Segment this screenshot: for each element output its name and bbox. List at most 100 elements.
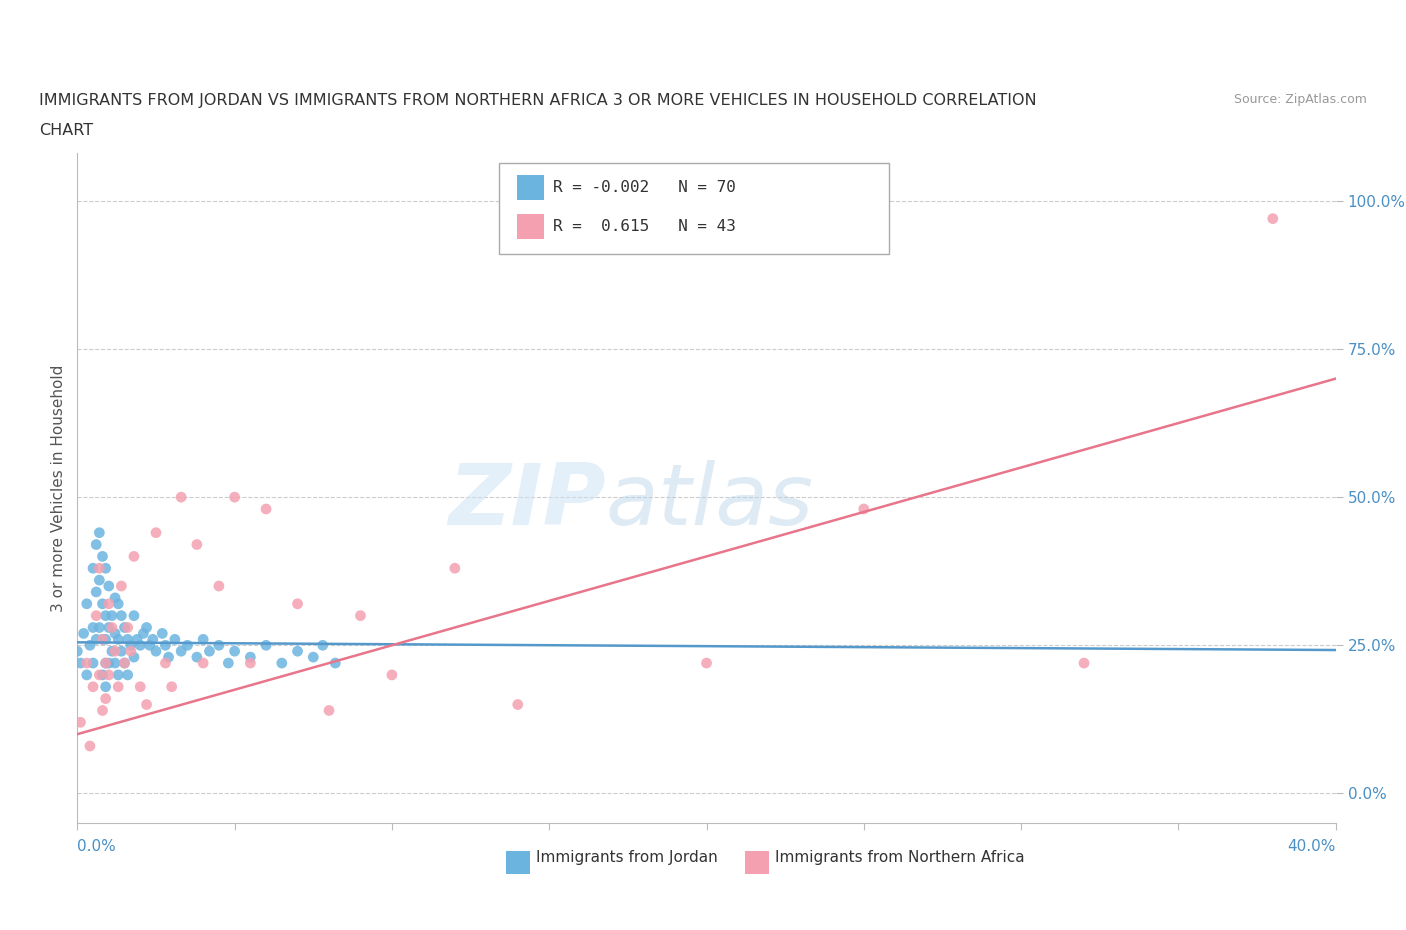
Point: [117, 668, 139, 683]
Text: 40.0%: 40.0%: [1288, 839, 1336, 854]
Point: [208, 578, 231, 593]
Point: [89, 620, 111, 635]
Point: [122, 549, 145, 564]
Point: [76, 668, 98, 683]
Point: [76, 656, 98, 671]
FancyBboxPatch shape: [516, 175, 544, 200]
Point: [852, 501, 875, 516]
Point: [117, 620, 139, 635]
Point: [114, 656, 136, 671]
Point: [122, 608, 145, 623]
Point: [97, 578, 120, 593]
Text: Immigrants from Jordan: Immigrants from Jordan: [536, 850, 717, 865]
Point: [150, 626, 173, 641]
Text: Immigrants from Northern Africa: Immigrants from Northern Africa: [775, 850, 1025, 865]
Point: [444, 561, 467, 576]
Point: [191, 656, 215, 671]
Point: [254, 638, 277, 653]
Point: [254, 501, 277, 516]
Point: [135, 620, 157, 635]
Point: [318, 703, 340, 718]
FancyBboxPatch shape: [499, 164, 889, 254]
Point: [91, 703, 114, 718]
Text: IMMIGRANTS FROM JORDAN VS IMMIGRANTS FROM NORTHERN AFRICA 3 OR MORE VEHICLES IN : IMMIGRANTS FROM JORDAN VS IMMIGRANTS FRO…: [39, 93, 1038, 108]
Point: [302, 650, 325, 665]
Point: [94, 691, 117, 706]
Point: [239, 656, 262, 671]
Point: [312, 638, 335, 653]
Point: [107, 668, 129, 683]
Point: [270, 656, 292, 671]
Point: [208, 638, 231, 653]
Point: [110, 644, 132, 658]
Point: [97, 668, 120, 683]
Point: [79, 638, 101, 653]
Text: ZIP: ZIP: [449, 460, 606, 543]
Point: [157, 650, 180, 665]
Point: [198, 644, 221, 658]
Point: [84, 608, 107, 623]
Point: [114, 656, 136, 671]
Point: [84, 538, 107, 552]
Point: [217, 656, 239, 671]
Point: [89, 561, 111, 576]
Y-axis label: 3 or more Vehicles in Household: 3 or more Vehicles in Household: [51, 365, 66, 612]
Point: [107, 631, 129, 646]
Point: [155, 656, 177, 671]
Point: [69, 656, 91, 671]
Point: [129, 679, 152, 694]
Point: [66, 644, 89, 658]
FancyBboxPatch shape: [516, 214, 544, 239]
Point: [122, 650, 145, 665]
Text: R =  0.615   N = 43: R = 0.615 N = 43: [553, 219, 735, 234]
Point: [69, 715, 91, 730]
Point: [145, 644, 167, 658]
Point: [94, 561, 117, 576]
Point: [155, 638, 177, 653]
Point: [104, 656, 127, 671]
Point: [101, 620, 124, 635]
Point: [94, 631, 117, 646]
Point: [82, 679, 104, 694]
Point: [114, 620, 136, 635]
Point: [163, 631, 186, 646]
Text: R = -0.002   N = 70: R = -0.002 N = 70: [553, 180, 735, 195]
Text: 0.0%: 0.0%: [77, 839, 117, 854]
Point: [191, 631, 215, 646]
Point: [82, 561, 104, 576]
Point: [110, 608, 132, 623]
Text: CHART: CHART: [39, 123, 93, 138]
Point: [101, 608, 124, 623]
Point: [94, 608, 117, 623]
Point: [107, 596, 129, 611]
Point: [176, 638, 198, 653]
Point: [82, 620, 104, 635]
Point: [76, 596, 98, 611]
Point: [89, 668, 111, 683]
Point: [160, 679, 183, 694]
Point: [97, 620, 120, 635]
Point: [170, 644, 193, 658]
Point: [145, 525, 167, 540]
Point: [91, 668, 114, 683]
Point: [287, 644, 309, 658]
Point: [132, 626, 155, 641]
Point: [186, 538, 208, 552]
Point: [120, 644, 142, 658]
Point: [142, 631, 165, 646]
Point: [84, 631, 107, 646]
Point: [239, 650, 262, 665]
Text: atlas: atlas: [606, 460, 814, 543]
Point: [323, 656, 346, 671]
Point: [170, 490, 193, 505]
Point: [506, 698, 529, 712]
Point: [381, 668, 404, 683]
Point: [104, 644, 127, 658]
Point: [186, 650, 208, 665]
Point: [349, 608, 371, 623]
Point: [104, 626, 127, 641]
Point: [110, 578, 132, 593]
Point: [94, 679, 117, 694]
Point: [91, 631, 114, 646]
Point: [91, 596, 114, 611]
